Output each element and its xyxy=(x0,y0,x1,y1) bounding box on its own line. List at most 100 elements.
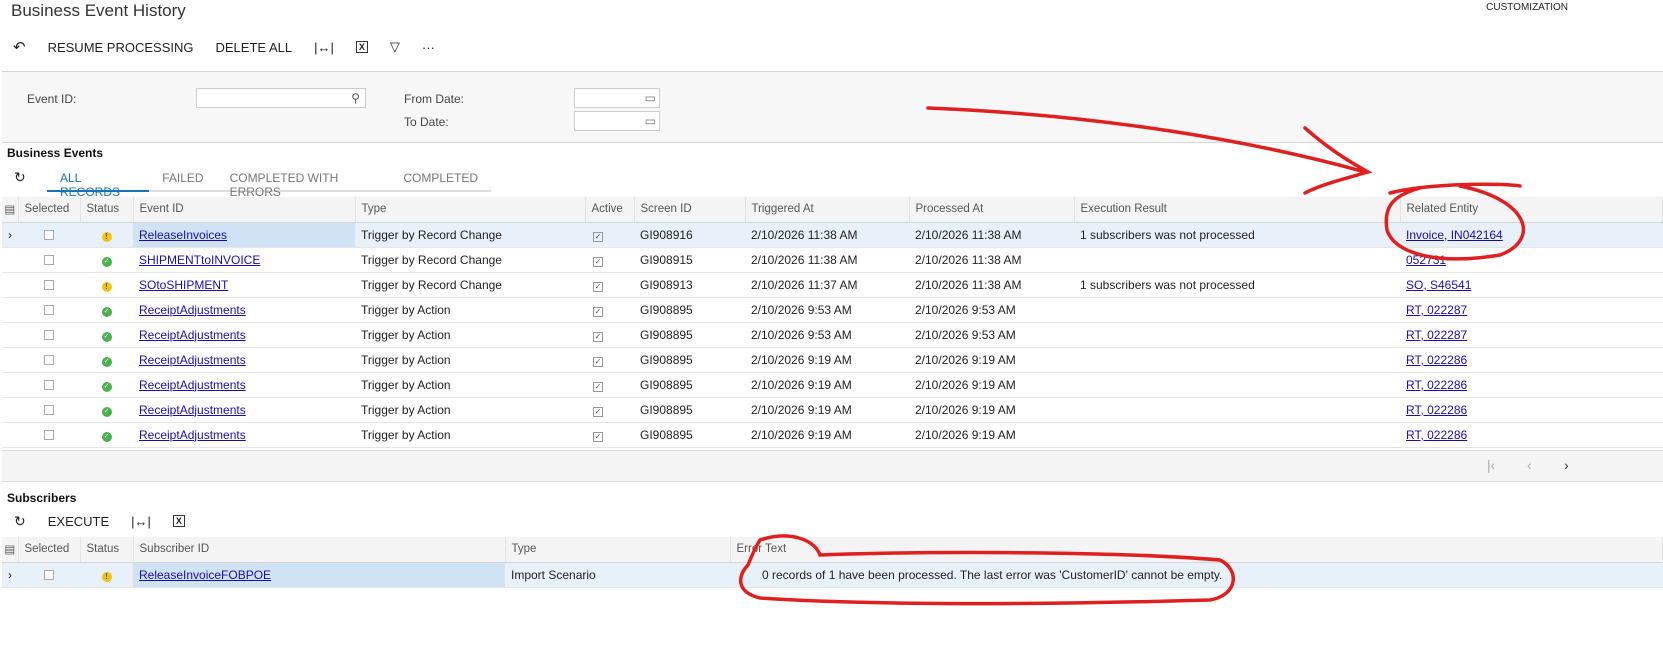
table-row[interactable]: ✓ ReceiptAdjustments Trigger by Action ✓… xyxy=(2,347,1663,373)
selected-cell[interactable] xyxy=(18,372,80,398)
col-processed-at[interactable]: Processed At xyxy=(909,197,1075,223)
execute-button[interactable]: EXECUTE xyxy=(47,513,110,529)
fit-columns-icon[interactable]: |↔| xyxy=(131,513,151,529)
select-checkbox[interactable] xyxy=(44,380,54,391)
col-selected[interactable]: Selected xyxy=(18,537,81,563)
more-button[interactable]: ··· xyxy=(421,39,435,55)
event-id-link[interactable]: ReceiptAdjustments xyxy=(139,402,246,417)
col-subscriber-id[interactable]: Subscriber ID xyxy=(133,537,506,563)
selected-cell[interactable] xyxy=(18,297,80,323)
event-id-link[interactable]: ReceiptAdjustments xyxy=(139,427,246,442)
row-expander[interactable] xyxy=(2,347,18,373)
select-checkbox[interactable] xyxy=(44,355,54,366)
col-screen-id[interactable]: Screen ID xyxy=(634,197,746,223)
event-id-link[interactable]: SOtoSHIPMENT xyxy=(139,277,229,292)
table-row[interactable]: ✓ ReceiptAdjustments Trigger by Action ✓… xyxy=(2,297,1663,323)
column-chooser-icon[interactable]: ▤ xyxy=(2,537,19,563)
subscriber-id-link[interactable]: ReleaseInvoiceFOBPOE xyxy=(139,567,272,582)
select-checkbox[interactable] xyxy=(44,280,54,291)
next-page-icon[interactable]: › xyxy=(1564,457,1569,473)
related-entity-link[interactable]: RT, 022286 xyxy=(1406,427,1468,442)
table-row[interactable]: ! SOtoSHIPMENT Trigger by Record Change … xyxy=(2,272,1663,298)
filter-icon[interactable]: ▽ xyxy=(389,39,400,54)
row-expander[interactable] xyxy=(2,297,18,323)
table-row[interactable]: ✓ ReceiptAdjustments Trigger by Action ✓… xyxy=(2,422,1663,448)
event-id-link[interactable]: ReceiptAdjustments xyxy=(139,352,246,367)
related-entity-link[interactable]: RT, 022286 xyxy=(1406,402,1468,417)
col-event-id[interactable]: Event ID xyxy=(133,197,356,223)
row-expander[interactable] xyxy=(2,272,18,298)
col-execution-result[interactable]: Execution Result xyxy=(1074,197,1401,223)
related-entity-link[interactable]: RT, 022287 xyxy=(1406,302,1468,317)
to-date-input[interactable]: ▭ xyxy=(574,111,660,131)
selected-cell[interactable] xyxy=(18,272,80,298)
excel-export-icon[interactable]: X xyxy=(355,41,368,53)
select-checkbox[interactable] xyxy=(44,430,54,441)
col-type[interactable]: Type xyxy=(505,537,731,563)
table-row[interactable]: ✓ SHIPMENTtoINVOICE Trigger by Record Ch… xyxy=(2,247,1663,273)
col-type[interactable]: Type xyxy=(355,197,586,223)
resume-processing-button[interactable]: RESUME PROCESSING xyxy=(47,39,194,55)
tab-completed-with-errors[interactable]: COMPLETED WITH ERRORS xyxy=(229,171,339,199)
event-id-link[interactable]: SHIPMENTtoINVOICE xyxy=(139,252,261,267)
related-entity-link[interactable]: RT, 022286 xyxy=(1406,352,1468,367)
select-checkbox[interactable] xyxy=(44,570,54,581)
related-entity-link[interactable]: SO, S46541 xyxy=(1406,277,1472,292)
col-triggered-at[interactable]: Triggered At xyxy=(745,197,910,223)
select-checkbox[interactable] xyxy=(44,255,54,266)
related-entity-link[interactable]: RT, 022287 xyxy=(1406,327,1468,342)
select-checkbox[interactable] xyxy=(44,330,54,341)
calendar-icon[interactable]: ▭ xyxy=(644,114,656,128)
event-id-link[interactable]: ReceiptAdjustments xyxy=(139,377,246,392)
prev-page-icon[interactable]: ‹ xyxy=(1527,457,1532,473)
delete-all-button[interactable]: DELETE ALL xyxy=(215,39,293,55)
refresh-icon[interactable]: ↻ xyxy=(14,512,26,529)
select-checkbox[interactable] xyxy=(44,305,54,316)
selected-cell[interactable] xyxy=(18,347,80,373)
related-entity-link[interactable]: RT, 022286 xyxy=(1406,377,1468,392)
event-id-link[interactable]: ReceiptAdjustments xyxy=(139,302,246,317)
table-row[interactable]: › ! ReleaseInvoiceFOBPOE Import Scenario… xyxy=(2,562,1663,588)
event-id-input[interactable]: ⚲ xyxy=(196,88,366,108)
col-related-entity[interactable]: Related Entity xyxy=(1400,197,1663,223)
event-id-link[interactable]: ReleaseInvoices xyxy=(139,227,228,242)
table-row[interactable]: ✓ ReceiptAdjustments Trigger by Action ✓… xyxy=(2,372,1663,398)
first-page-icon[interactable]: |‹ xyxy=(1487,457,1496,473)
col-active[interactable]: Active xyxy=(585,197,635,223)
from-date-input[interactable]: ▭ xyxy=(574,88,660,108)
row-expander[interactable] xyxy=(2,372,18,398)
column-chooser-icon[interactable]: ▤ xyxy=(2,197,19,223)
related-entity-link[interactable]: 052731 xyxy=(1406,252,1447,267)
search-icon[interactable]: ⚲ xyxy=(351,91,360,105)
table-row[interactable]: › ! ReleaseInvoices Trigger by Record Ch… xyxy=(2,222,1663,248)
tab-failed[interactable]: FAILED xyxy=(162,171,204,185)
table-row[interactable]: ✓ ReceiptAdjustments Trigger by Action ✓… xyxy=(2,397,1663,423)
fit-columns-icon[interactable]: |↔| xyxy=(314,39,334,55)
row-expander[interactable] xyxy=(2,422,18,448)
selected-cell[interactable] xyxy=(18,397,80,423)
col-error-text[interactable]: Error Text xyxy=(730,537,1663,563)
customization-menu[interactable]: CUSTOMIZATION xyxy=(1486,2,1568,13)
refresh-icon[interactable]: ↻ xyxy=(14,169,26,185)
tab-all-records[interactable]: ALL RECORDS xyxy=(47,165,150,199)
select-checkbox[interactable] xyxy=(44,405,54,416)
col-selected[interactable]: Selected xyxy=(18,197,81,223)
selected-cell[interactable] xyxy=(18,247,80,273)
event-id-link[interactable]: ReceiptAdjustments xyxy=(139,327,246,342)
calendar-icon[interactable]: ▭ xyxy=(644,91,656,105)
excel-export-icon[interactable]: X xyxy=(172,515,185,527)
selected-cell[interactable] xyxy=(18,322,80,348)
related-entity-link[interactable]: Invoice, IN042164 xyxy=(1406,227,1503,242)
tab-completed[interactable]: COMPLETED xyxy=(403,171,478,185)
col-status[interactable]: Status xyxy=(80,537,134,563)
row-expander[interactable]: › xyxy=(2,562,18,588)
select-checkbox[interactable] xyxy=(44,230,54,241)
selected-cell[interactable] xyxy=(18,422,80,448)
selected-cell[interactable] xyxy=(18,562,80,588)
selected-cell[interactable] xyxy=(18,222,80,248)
table-row[interactable]: ✓ ReceiptAdjustments Trigger by Action ✓… xyxy=(2,322,1663,348)
col-status[interactable]: Status xyxy=(80,197,134,223)
row-expander[interactable] xyxy=(2,397,18,423)
row-expander[interactable] xyxy=(2,322,18,348)
row-expander[interactable]: › xyxy=(2,222,18,248)
